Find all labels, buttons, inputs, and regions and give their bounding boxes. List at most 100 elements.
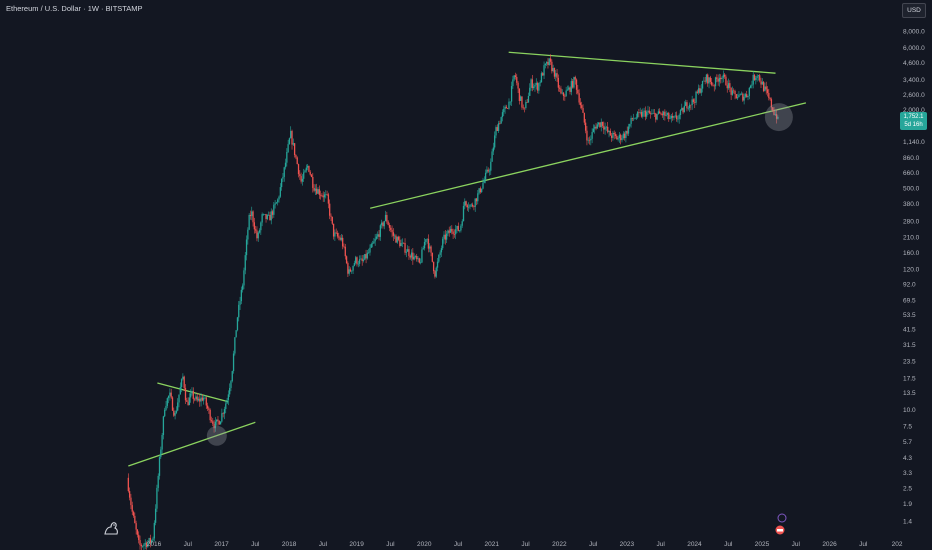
candle-body [148, 538, 150, 543]
candle-body [386, 214, 388, 222]
candle-body [734, 90, 736, 95]
candle-body [179, 386, 181, 395]
candle-body [197, 398, 200, 401]
candle-body [217, 419, 219, 421]
x-tick-label: 2025 [755, 541, 770, 548]
candle-body [199, 398, 201, 402]
candle-body [451, 228, 453, 232]
candle-body [455, 229, 457, 235]
candle-body [180, 379, 183, 387]
candle-body [469, 204, 471, 208]
currency-button[interactable]: USD [902, 3, 926, 18]
y-tick-label: 4,600.0 [903, 60, 925, 67]
candle-body [634, 118, 636, 120]
candle-body [366, 252, 369, 259]
candle-body [387, 221, 389, 225]
candle-body [147, 542, 149, 547]
candle-body [591, 131, 593, 139]
candle-body [646, 111, 648, 117]
x-tick-label: Jul [454, 541, 463, 548]
candle-body [160, 449, 162, 458]
candle-body [731, 90, 734, 95]
candle-body [577, 89, 579, 94]
candle-body [661, 113, 663, 116]
candle-body [391, 229, 393, 233]
candle-body [581, 105, 583, 108]
candle-body [308, 165, 310, 172]
trendline [370, 102, 807, 209]
candle-body [331, 216, 333, 224]
candle-body [525, 102, 527, 108]
candle-body [154, 508, 157, 523]
candle-body [536, 82, 539, 91]
candle-body [669, 118, 671, 119]
candle-body [775, 114, 778, 119]
y-tick-label: 17.5 [903, 375, 916, 382]
candle-body [165, 405, 167, 410]
candle-body [727, 83, 730, 89]
candle-body [777, 117, 779, 119]
candle-body [595, 126, 597, 129]
candle-body [535, 82, 537, 85]
candle-body [230, 381, 232, 388]
candle-body [549, 58, 552, 62]
candle-body [283, 167, 285, 177]
y-tick-label: 92.0 [903, 281, 916, 288]
candle-body [421, 249, 423, 263]
candle-body [499, 123, 501, 124]
candle-body [608, 130, 610, 133]
candle-body [653, 113, 656, 114]
candle-body [749, 85, 752, 88]
candle-body [457, 225, 459, 231]
candle-body [219, 421, 222, 425]
candle-body [708, 77, 710, 84]
candle-body [151, 540, 153, 543]
candle-body [500, 117, 502, 124]
candle-body [358, 259, 361, 264]
candle-body [183, 376, 185, 388]
candle-body [306, 165, 309, 168]
candle-body [243, 270, 245, 286]
y-tick-label: 3.3 [903, 470, 912, 477]
candle-body [594, 126, 596, 129]
candle-body [318, 189, 320, 195]
tradingview-logo-icon[interactable] [103, 520, 123, 536]
last-price-badge: 1,752.1 5d 16h [900, 112, 927, 130]
candle-body [507, 108, 509, 109]
candle-body [313, 187, 315, 191]
candle-body [512, 79, 514, 87]
candle-body [596, 124, 598, 129]
candle-body [739, 94, 741, 95]
candle-body [636, 112, 639, 118]
candle-body [170, 392, 172, 398]
candle-body [200, 397, 202, 402]
candle-body [416, 256, 418, 260]
candle-body [173, 410, 175, 416]
candle-body [192, 390, 194, 399]
candle-body [609, 130, 611, 136]
candle-body [531, 79, 534, 89]
candle-body [369, 247, 371, 253]
candle-body [326, 194, 328, 195]
candle-body [245, 239, 248, 256]
candle-body [717, 79, 719, 82]
candle-body [330, 215, 332, 217]
candle-body [436, 261, 439, 268]
candle-body [622, 133, 624, 139]
candle-body [190, 393, 192, 398]
event-flag-icon[interactable] [777, 513, 787, 523]
candle-body [605, 126, 608, 128]
candle-body [720, 77, 722, 80]
candle-body [612, 132, 614, 138]
candle-body [405, 251, 407, 253]
candle-body [678, 114, 680, 119]
candle-body [365, 254, 367, 259]
x-tick-label: Jul [792, 541, 801, 548]
candle-body [490, 161, 492, 171]
y-tick-label: 3,400.0 [903, 77, 925, 84]
candle-body [623, 133, 626, 138]
candle-body [635, 117, 637, 119]
y-tick-label: 160.0 [903, 250, 920, 257]
y-tick-label: 8,000.0 [903, 29, 925, 36]
